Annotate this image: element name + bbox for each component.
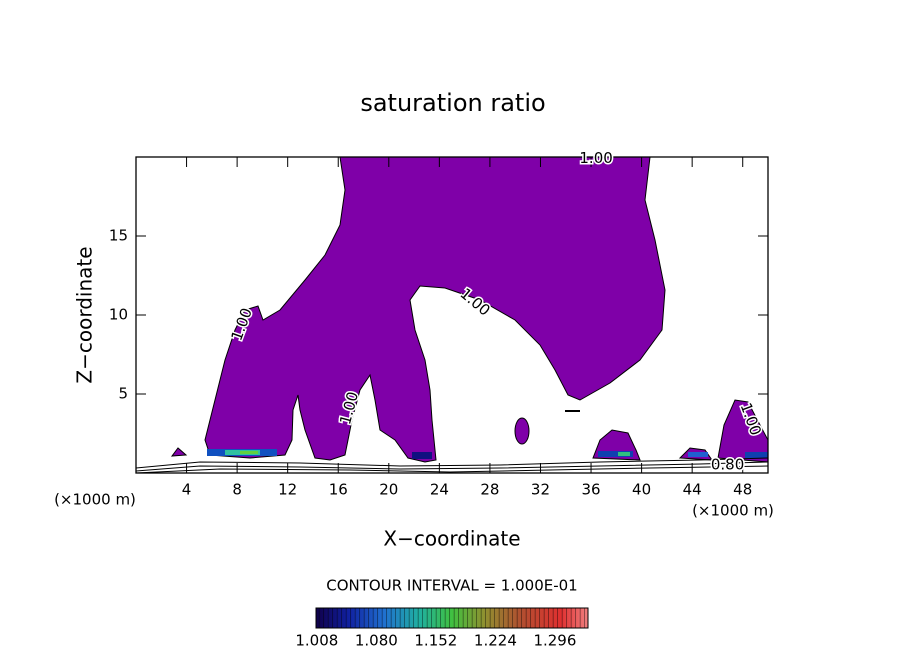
x-tick-label: 44: [683, 481, 702, 499]
x-unit-label: (×1000 m): [692, 502, 774, 520]
x-tick-label: 4: [182, 481, 192, 499]
x-tick-label: 48: [733, 481, 752, 499]
x-tick-label: 28: [480, 481, 499, 499]
x-unit-label: (×1000 m): [54, 491, 136, 509]
colorbar-tick-label: 1.224: [474, 632, 517, 650]
y-axis-label: Z−coordinate: [73, 246, 97, 383]
x-tick-label: 40: [632, 481, 651, 499]
high-band: [598, 451, 633, 457]
chart-title: saturation ratio: [360, 89, 545, 117]
x-tick-label: 24: [430, 481, 449, 499]
high-band: [745, 452, 768, 458]
contour-fills: [136, 157, 768, 473]
high-band: [688, 452, 708, 457]
y-tick-label: 10: [109, 306, 128, 324]
x-axis-label: X−coordinate: [383, 527, 520, 551]
x-tick-label: 12: [278, 481, 297, 499]
colorbar-tick-label: 1.080: [355, 632, 398, 650]
high-band: [412, 452, 432, 459]
colorbar-tick-label: 1.296: [533, 632, 576, 650]
x-tick-label: 8: [232, 481, 242, 499]
x-tick-label: 16: [329, 481, 348, 499]
y-tick-label: 15: [109, 227, 128, 245]
contour-region: [204, 157, 666, 463]
high-band: [240, 451, 258, 454]
contour-label: 0.80: [711, 456, 744, 474]
contour-interval-label: CONTOUR INTERVAL = 1.000E-01: [326, 577, 577, 595]
contour-region: [717, 399, 768, 463]
contour-region: [170, 447, 188, 457]
contour-line: [136, 461, 768, 472]
contour-line: [136, 465, 768, 473]
colorbar-frame: [315, 607, 589, 629]
y-tick-label: 5: [118, 385, 128, 403]
colorbar-tick-label: 1.152: [414, 632, 457, 650]
contour-region: [514, 417, 530, 445]
contour-label: 1.00: [579, 149, 612, 167]
x-tick-label: 20: [379, 481, 398, 499]
x-tick-label: 32: [531, 481, 550, 499]
x-tick-label: 36: [581, 481, 600, 499]
colorbar-tick-label: 1.008: [295, 632, 338, 650]
contour-line: [136, 457, 768, 469]
high-band: [618, 452, 630, 456]
